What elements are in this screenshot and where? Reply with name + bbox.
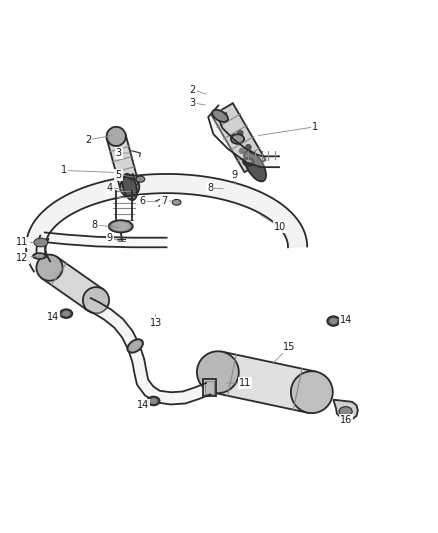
Ellipse shape: [35, 239, 47, 246]
Polygon shape: [44, 232, 166, 247]
Text: 5: 5: [116, 170, 134, 180]
Text: 11: 11: [227, 378, 251, 388]
Ellipse shape: [112, 222, 130, 231]
Ellipse shape: [197, 351, 239, 393]
Polygon shape: [333, 400, 358, 419]
Ellipse shape: [291, 371, 333, 413]
FancyBboxPatch shape: [205, 381, 214, 394]
Text: 2: 2: [190, 85, 206, 95]
Ellipse shape: [127, 339, 143, 353]
Ellipse shape: [122, 174, 137, 200]
Ellipse shape: [212, 110, 228, 122]
Text: 16: 16: [339, 414, 352, 425]
Polygon shape: [26, 174, 307, 271]
Text: 14: 14: [137, 400, 152, 410]
Text: 1: 1: [61, 165, 119, 175]
Text: 8: 8: [92, 220, 119, 230]
Text: 11: 11: [16, 238, 42, 247]
Text: 8: 8: [207, 183, 223, 193]
Polygon shape: [212, 103, 265, 172]
Circle shape: [246, 144, 251, 150]
Ellipse shape: [35, 254, 43, 258]
Polygon shape: [85, 298, 210, 405]
Ellipse shape: [109, 220, 133, 232]
Polygon shape: [107, 134, 139, 190]
Ellipse shape: [83, 287, 109, 313]
Ellipse shape: [150, 399, 157, 403]
Ellipse shape: [106, 127, 126, 146]
Circle shape: [237, 131, 243, 136]
Ellipse shape: [63, 311, 70, 316]
Text: 10: 10: [261, 215, 286, 232]
Ellipse shape: [136, 176, 145, 182]
Ellipse shape: [231, 134, 244, 144]
Ellipse shape: [60, 309, 72, 318]
Text: 1: 1: [258, 122, 318, 135]
Ellipse shape: [36, 255, 63, 281]
Ellipse shape: [244, 151, 266, 181]
Ellipse shape: [34, 239, 47, 246]
Ellipse shape: [327, 316, 339, 326]
Text: 15: 15: [274, 342, 295, 362]
Text: 4: 4: [107, 183, 123, 193]
Text: 6: 6: [140, 196, 158, 206]
Ellipse shape: [129, 341, 141, 351]
Text: 3: 3: [116, 148, 132, 158]
Text: 14: 14: [336, 315, 352, 325]
Text: 3: 3: [190, 98, 205, 108]
Circle shape: [240, 148, 245, 154]
Polygon shape: [36, 236, 48, 256]
Ellipse shape: [120, 177, 139, 197]
Ellipse shape: [339, 407, 352, 416]
Polygon shape: [126, 174, 135, 181]
FancyBboxPatch shape: [203, 379, 216, 396]
Ellipse shape: [33, 253, 46, 259]
Text: 9: 9: [231, 170, 237, 184]
Circle shape: [231, 134, 237, 139]
Text: 2: 2: [85, 135, 112, 145]
Polygon shape: [213, 352, 316, 413]
Circle shape: [247, 163, 253, 168]
Text: 12: 12: [16, 253, 40, 263]
Ellipse shape: [172, 199, 181, 205]
Text: 13: 13: [149, 314, 162, 328]
Ellipse shape: [330, 318, 337, 324]
Ellipse shape: [148, 397, 159, 405]
Circle shape: [254, 159, 259, 164]
Text: 14: 14: [47, 312, 67, 322]
Ellipse shape: [245, 159, 252, 164]
Polygon shape: [42, 257, 103, 311]
Text: 7: 7: [161, 196, 175, 206]
Polygon shape: [208, 106, 279, 167]
Text: 9: 9: [107, 233, 122, 243]
